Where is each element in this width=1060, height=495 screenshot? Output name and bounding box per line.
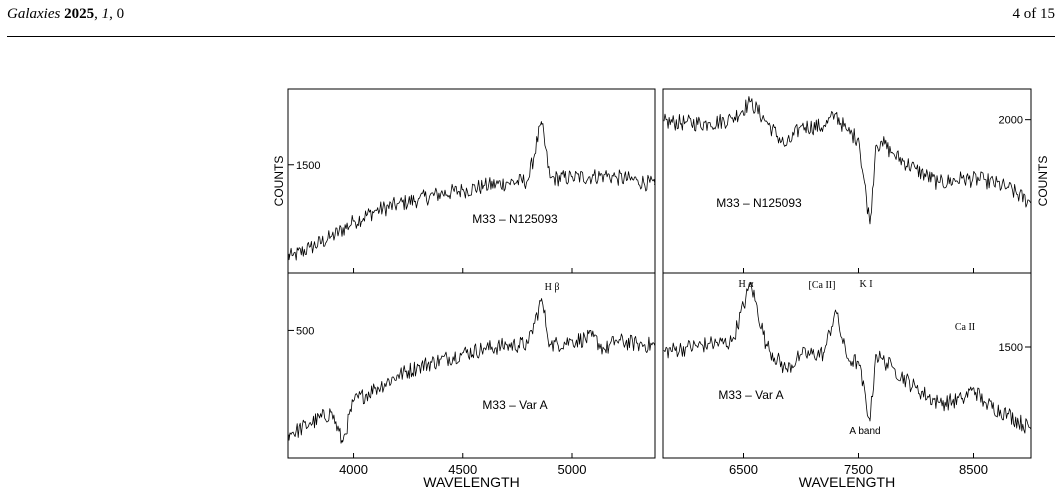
- y-tick-label: 1500: [296, 160, 320, 172]
- journal-volume: 1: [101, 6, 110, 22]
- y-tick-label: 500: [296, 325, 314, 337]
- panel-label: M33 – Var A: [718, 388, 783, 402]
- spectrum-panel-bottom-left: 500 4000 4500 5000 M33 – Var A H β WAVELENGTH: [287, 272, 656, 490]
- panel-label: M33 – Var A: [482, 398, 547, 412]
- panel-frame: [287, 272, 656, 459]
- spectrum-panel-bottom-right: 1500 6500 7500 8500 M33 – Var A H α [Ca II] K I…: [662, 272, 1032, 490]
- x-tick-label: 4500: [448, 462, 477, 477]
- panel-label: M33 – N125093: [716, 196, 802, 210]
- panel-frame: [287, 88, 656, 274]
- panel-frame: [662, 88, 1032, 274]
- spectrum-panel-top-right: 2000 M33 – N125093 COUNTS: [662, 88, 1050, 274]
- panel-frame: [662, 272, 1032, 459]
- x-tick-label: 6500: [729, 462, 758, 477]
- spectrum-line: [288, 298, 656, 444]
- header-rule: [7, 36, 1055, 37]
- x-tick-label: 4000: [339, 462, 368, 477]
- x-axis-label: WAVELENGTH: [423, 474, 519, 490]
- journal-year: 2025: [64, 6, 95, 22]
- y-axis-label: COUNTS: [272, 156, 286, 207]
- line-annotation: [Ca II]: [809, 280, 836, 291]
- line-annotation: H β: [545, 282, 560, 293]
- journal-citation: Galaxies 2025, 1, 0: [7, 6, 125, 22]
- journal-name: Galaxies: [7, 6, 61, 22]
- journal-issue: 0: [116, 6, 125, 22]
- spectrum-line: [663, 96, 1032, 225]
- line-annotation: K I: [859, 279, 872, 290]
- spectrum-panel-top-left: 1500 M33 – N125093 COUNTS: [272, 88, 656, 274]
- page-header: Galaxies 2025, 1, 0 4 of 15: [7, 2, 1055, 32]
- line-annotation: Ca II: [955, 322, 975, 333]
- line-annotation: H α: [739, 279, 755, 290]
- spectrum-line: [288, 121, 656, 261]
- x-axis-label: WAVELENGTH: [799, 474, 895, 490]
- panel-label: M33 – N125093: [472, 212, 558, 226]
- x-tick-label: 5000: [558, 462, 587, 477]
- y-tick-label: 2000: [999, 115, 1023, 127]
- line-annotation: A band: [849, 426, 880, 437]
- x-tick-label: 7500: [844, 462, 873, 477]
- y-axis-label: COUNTS: [1036, 156, 1050, 207]
- page-number: 4 of 15: [1012, 6, 1056, 22]
- x-tick-label: 8500: [959, 462, 988, 477]
- y-tick-label: 1500: [999, 342, 1023, 354]
- spectrum-line: [663, 281, 1032, 434]
